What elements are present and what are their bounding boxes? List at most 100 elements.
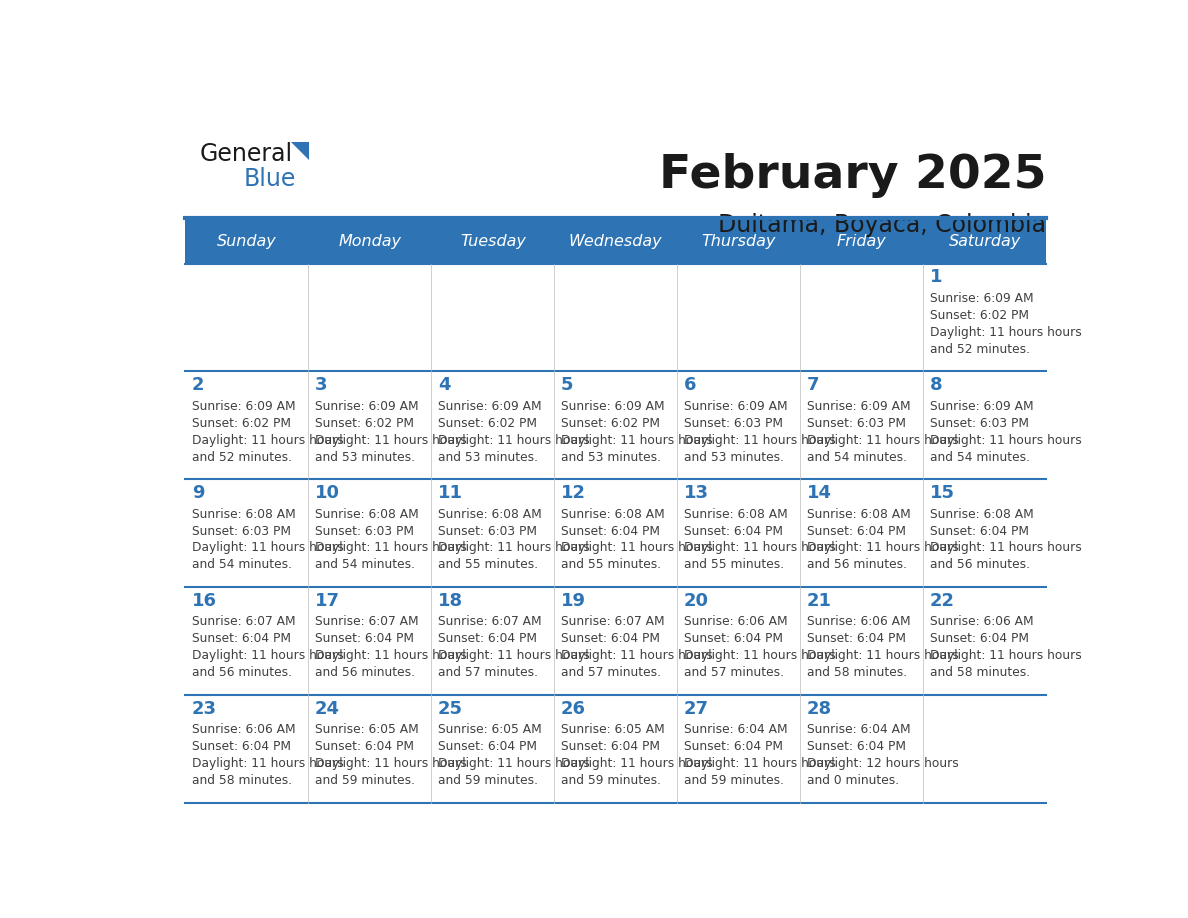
Text: and 58 minutes.: and 58 minutes. — [191, 774, 292, 787]
Text: Sunrise: 6:09 AM: Sunrise: 6:09 AM — [561, 399, 664, 413]
Text: Daylight: 11 hours hours: Daylight: 11 hours hours — [930, 542, 1081, 554]
Bar — [185, 263, 309, 372]
Text: 9: 9 — [191, 484, 204, 502]
Text: Duitama, Boyaca, Colombia: Duitama, Boyaca, Colombia — [719, 213, 1047, 237]
Text: and 54 minutes.: and 54 minutes. — [315, 558, 415, 571]
Bar — [555, 695, 677, 803]
Text: 17: 17 — [315, 592, 340, 610]
Text: Sunrise: 6:09 AM: Sunrise: 6:09 AM — [437, 399, 542, 413]
Text: 12: 12 — [561, 484, 586, 502]
Text: 18: 18 — [437, 592, 463, 610]
Text: Sunrise: 6:08 AM: Sunrise: 6:08 AM — [191, 508, 296, 521]
Text: Daylight: 11 hours hours: Daylight: 11 hours hours — [437, 757, 589, 770]
Text: and 57 minutes.: and 57 minutes. — [561, 666, 661, 679]
Text: Daylight: 11 hours hours: Daylight: 11 hours hours — [683, 433, 835, 447]
Text: and 57 minutes.: and 57 minutes. — [437, 666, 538, 679]
Text: Blue: Blue — [244, 167, 296, 191]
Text: 2: 2 — [191, 376, 204, 395]
Bar — [923, 695, 1047, 803]
Text: and 56 minutes.: and 56 minutes. — [315, 666, 415, 679]
Text: Daylight: 11 hours hours: Daylight: 11 hours hours — [561, 433, 713, 447]
Bar — [185, 588, 309, 695]
Bar — [677, 479, 801, 588]
Text: and 55 minutes.: and 55 minutes. — [561, 558, 661, 571]
Text: Sunrise: 6:06 AM: Sunrise: 6:06 AM — [191, 723, 296, 736]
Text: 27: 27 — [683, 700, 709, 718]
Text: Sunset: 6:04 PM: Sunset: 6:04 PM — [315, 740, 413, 754]
Text: February 2025: February 2025 — [658, 152, 1047, 197]
Text: and 55 minutes.: and 55 minutes. — [683, 558, 784, 571]
Text: and 59 minutes.: and 59 minutes. — [437, 774, 538, 787]
Text: and 0 minutes.: and 0 minutes. — [807, 774, 899, 787]
Text: Daylight: 11 hours hours: Daylight: 11 hours hours — [315, 757, 467, 770]
Bar — [801, 695, 923, 803]
Bar — [431, 263, 555, 372]
Text: Daylight: 11 hours hours: Daylight: 11 hours hours — [315, 542, 467, 554]
Text: 25: 25 — [437, 700, 463, 718]
Text: Sunset: 6:03 PM: Sunset: 6:03 PM — [315, 524, 413, 538]
Text: Sunset: 6:04 PM: Sunset: 6:04 PM — [561, 633, 659, 645]
Text: 13: 13 — [683, 484, 709, 502]
Text: Sunrise: 6:06 AM: Sunrise: 6:06 AM — [930, 615, 1034, 629]
Text: Sunset: 6:04 PM: Sunset: 6:04 PM — [561, 524, 659, 538]
Text: Wednesday: Wednesday — [569, 234, 663, 249]
Bar — [185, 479, 309, 588]
Text: Sunrise: 6:09 AM: Sunrise: 6:09 AM — [683, 399, 788, 413]
Bar — [677, 263, 801, 372]
Text: Daylight: 11 hours hours: Daylight: 11 hours hours — [437, 649, 589, 663]
Text: 5: 5 — [561, 376, 574, 395]
Text: 10: 10 — [315, 484, 340, 502]
Bar — [555, 588, 677, 695]
Text: Tuesday: Tuesday — [460, 234, 526, 249]
Polygon shape — [291, 142, 309, 160]
Bar — [309, 588, 431, 695]
Text: 16: 16 — [191, 592, 216, 610]
Text: 19: 19 — [561, 592, 586, 610]
Text: and 54 minutes.: and 54 minutes. — [930, 451, 1030, 464]
Text: and 53 minutes.: and 53 minutes. — [437, 451, 538, 464]
Text: Daylight: 11 hours hours: Daylight: 11 hours hours — [807, 433, 959, 447]
Bar — [801, 263, 923, 372]
Text: Sunrise: 6:08 AM: Sunrise: 6:08 AM — [807, 508, 910, 521]
Text: Daylight: 11 hours hours: Daylight: 11 hours hours — [683, 649, 835, 663]
Text: 26: 26 — [561, 700, 586, 718]
Bar — [555, 372, 677, 479]
Bar — [923, 479, 1047, 588]
Text: and 56 minutes.: and 56 minutes. — [807, 558, 906, 571]
Text: Monday: Monday — [339, 234, 402, 249]
Text: Sunrise: 6:05 AM: Sunrise: 6:05 AM — [315, 723, 418, 736]
Text: Sunrise: 6:09 AM: Sunrise: 6:09 AM — [315, 399, 418, 413]
Bar — [309, 372, 431, 479]
Text: and 52 minutes.: and 52 minutes. — [191, 451, 292, 464]
Text: Daylight: 11 hours hours: Daylight: 11 hours hours — [437, 433, 589, 447]
Text: 28: 28 — [807, 700, 832, 718]
Text: Sunset: 6:02 PM: Sunset: 6:02 PM — [437, 417, 537, 430]
Text: Daylight: 11 hours hours: Daylight: 11 hours hours — [807, 649, 959, 663]
Text: 3: 3 — [315, 376, 327, 395]
Text: and 57 minutes.: and 57 minutes. — [683, 666, 784, 679]
Text: 22: 22 — [930, 592, 955, 610]
Text: Daylight: 11 hours hours: Daylight: 11 hours hours — [930, 326, 1081, 339]
Text: 23: 23 — [191, 700, 216, 718]
Text: Daylight: 11 hours hours: Daylight: 11 hours hours — [930, 433, 1081, 447]
Bar — [309, 695, 431, 803]
Bar — [555, 479, 677, 588]
Text: Sunrise: 6:08 AM: Sunrise: 6:08 AM — [683, 508, 788, 521]
Text: and 58 minutes.: and 58 minutes. — [807, 666, 906, 679]
Text: 8: 8 — [930, 376, 942, 395]
Text: Sunday: Sunday — [217, 234, 277, 249]
Text: Daylight: 11 hours hours: Daylight: 11 hours hours — [437, 542, 589, 554]
Text: Daylight: 11 hours hours: Daylight: 11 hours hours — [191, 757, 343, 770]
Text: Sunset: 6:04 PM: Sunset: 6:04 PM — [437, 633, 537, 645]
Bar — [555, 263, 677, 372]
Text: Sunrise: 6:08 AM: Sunrise: 6:08 AM — [437, 508, 542, 521]
Text: Sunrise: 6:07 AM: Sunrise: 6:07 AM — [315, 615, 418, 629]
Text: Sunrise: 6:09 AM: Sunrise: 6:09 AM — [807, 399, 910, 413]
Bar — [677, 372, 801, 479]
Text: Daylight: 11 hours hours: Daylight: 11 hours hours — [561, 542, 713, 554]
Text: Daylight: 11 hours hours: Daylight: 11 hours hours — [561, 757, 713, 770]
Text: Sunset: 6:02 PM: Sunset: 6:02 PM — [561, 417, 659, 430]
Bar — [677, 588, 801, 695]
Text: Sunset: 6:04 PM: Sunset: 6:04 PM — [191, 740, 291, 754]
Text: and 59 minutes.: and 59 minutes. — [683, 774, 784, 787]
